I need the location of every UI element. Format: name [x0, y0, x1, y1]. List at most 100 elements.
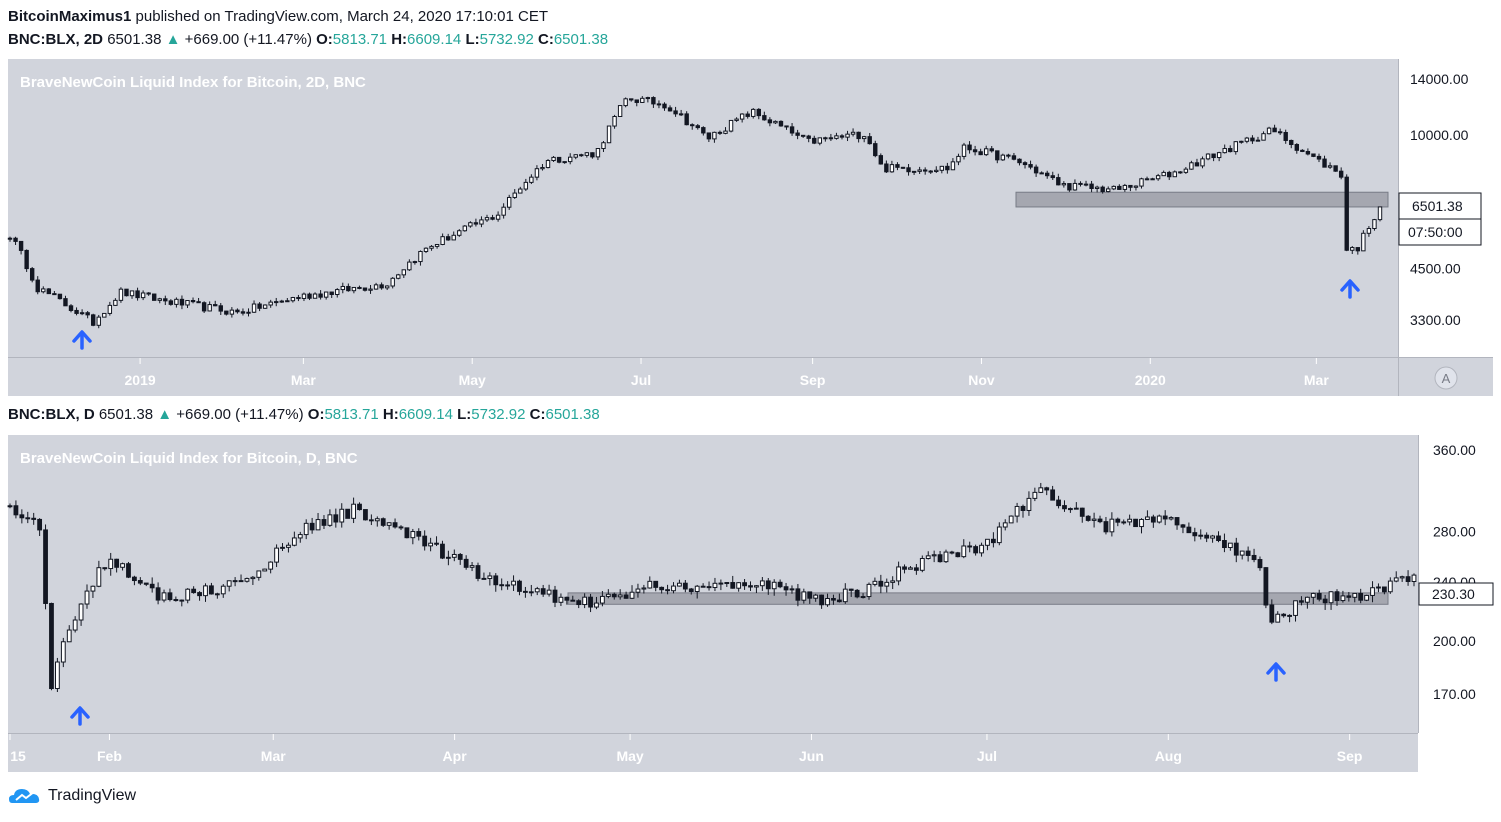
bottom-candle: [1346, 595, 1352, 598]
bottom-candle: [96, 567, 102, 587]
bottom-time-axis[interactable]: [8, 733, 1418, 772]
top-candle: [224, 310, 229, 315]
top-candle: [1322, 158, 1327, 168]
top-candle: [1072, 182, 1078, 191]
top-candle: [1100, 186, 1105, 193]
top-candle: [812, 137, 817, 144]
bottom-candle: [1085, 515, 1091, 521]
bottom-candle: [1210, 535, 1215, 539]
bottom-candle: [1393, 577, 1399, 582]
top-candle: [1300, 149, 1305, 152]
bottom-candle: [398, 526, 404, 529]
top-high: 6609.14: [407, 31, 462, 48]
top-candle: [534, 168, 540, 178]
top-candle: [706, 132, 712, 140]
bottom-candle: [499, 584, 505, 587]
top-time-axis[interactable]: [8, 357, 1398, 396]
bottom-candle: [522, 590, 528, 593]
top-candle: [357, 286, 362, 289]
bottom-candle: [49, 602, 54, 690]
bottom-x-tick-label: Sep: [1337, 748, 1363, 764]
bottom-candle: [19, 514, 25, 519]
top-candle: [1006, 154, 1011, 157]
bottom-candle: [286, 544, 291, 548]
bottom-candle: [848, 588, 854, 591]
top-candle: [1000, 154, 1006, 161]
top-candle: [612, 116, 617, 127]
bottom-candle: [677, 582, 682, 587]
top-candle: [473, 222, 479, 225]
top-candle: [301, 293, 307, 299]
bottom-candle: [493, 575, 499, 586]
top-chart-pane[interactable]: [8, 59, 1398, 357]
bottom-candle: [108, 558, 114, 570]
top-candle: [734, 118, 739, 121]
author-name[interactable]: BitcoinMaximus1: [8, 8, 132, 25]
bottom-candle: [813, 594, 819, 599]
bottom-candle: [1222, 540, 1227, 549]
top-candle: [562, 161, 567, 164]
top-candle: [762, 115, 767, 121]
bottom-candle: [309, 522, 315, 531]
top-candle: [1111, 185, 1116, 190]
top-candle: [823, 137, 828, 140]
bottom-candle: [1411, 574, 1417, 583]
top-candle: [1017, 158, 1022, 164]
bottom-candle: [1263, 567, 1269, 606]
bottom-candle: [66, 629, 72, 643]
top-candle: [1161, 171, 1166, 177]
bottom-x-tick-label: 15: [10, 748, 26, 764]
bottom-candle: [552, 589, 558, 603]
top-candle: [118, 288, 124, 301]
top-candle: [329, 291, 334, 296]
bottom-candle: [659, 586, 665, 591]
top-candle: [873, 143, 878, 157]
brand-name: TradingView: [48, 787, 137, 804]
bottom-candle: [445, 556, 451, 559]
bottom-candle: [1097, 518, 1103, 523]
tradingview-brand[interactable]: TradingView: [8, 786, 136, 806]
up-triangle-icon: ▲: [165, 31, 181, 48]
bottom-candle: [511, 580, 516, 586]
bottom-candle: [1239, 550, 1245, 556]
bottom-candle: [1399, 576, 1405, 579]
top-candle: [1255, 139, 1261, 142]
bottom-candle: [268, 561, 274, 570]
bottom-candle: [623, 594, 629, 599]
bottom-candle: [1121, 521, 1127, 524]
bottom-candle: [345, 508, 351, 519]
top-candle: [995, 150, 1000, 161]
top-candle: [1089, 183, 1094, 189]
bottom-candle: [1150, 516, 1156, 523]
bottom-candle: [712, 582, 718, 589]
bottom-close: 6501.38: [545, 406, 600, 423]
top-candle: [634, 99, 639, 103]
bottom-candle: [1115, 518, 1121, 523]
top-candle: [1139, 178, 1144, 187]
bottom-candle: [1062, 505, 1067, 510]
top-candle: [146, 292, 151, 295]
top-candle: [1094, 186, 1100, 189]
bottom-x-tick-label: Aug: [1155, 748, 1182, 764]
bottom-candle: [232, 580, 238, 583]
top-candle: [323, 291, 329, 298]
bottom-candle: [688, 588, 694, 593]
bottom-high: 6609.14: [398, 406, 453, 423]
bottom-candle: [1038, 487, 1044, 493]
bottom-candle: [700, 585, 706, 588]
bottom-candle: [925, 555, 931, 560]
top-candle: [1239, 140, 1244, 143]
top-candle: [1355, 247, 1361, 252]
top-candle: [335, 289, 340, 296]
top-candle: [645, 97, 651, 100]
top-candle: [579, 154, 584, 157]
top-candle: [856, 131, 861, 140]
top-candle: [850, 131, 856, 135]
top-candle: [617, 105, 623, 118]
top-candle: [629, 98, 634, 101]
arrow-up-icon: [1340, 279, 1360, 292]
top-candle: [529, 176, 534, 183]
top-candle: [568, 156, 573, 163]
top-candle: [13, 237, 18, 242]
top-x-tick-label: Nov: [968, 372, 995, 388]
